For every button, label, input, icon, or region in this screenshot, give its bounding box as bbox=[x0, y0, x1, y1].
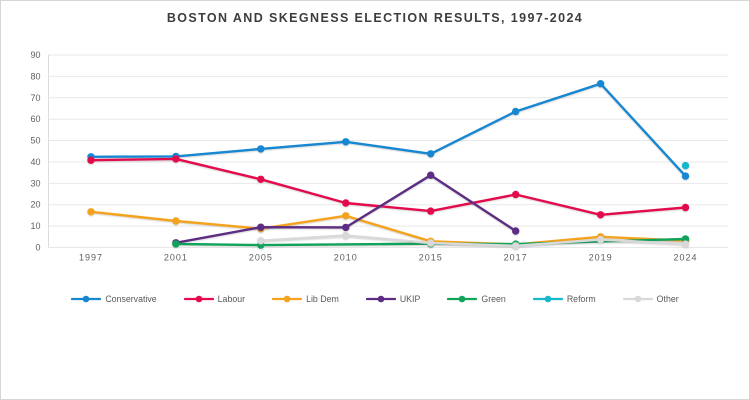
data-point bbox=[681, 235, 690, 243]
data-point bbox=[427, 239, 435, 247]
data-point bbox=[172, 155, 180, 163]
legend-marker-icon bbox=[71, 295, 102, 303]
legend-item-labour[interactable]: Labour bbox=[183, 294, 246, 304]
legend-item-lib-dem[interactable]: Lib Dem bbox=[272, 294, 339, 304]
legend-label: Reform bbox=[566, 294, 596, 304]
data-point bbox=[257, 175, 265, 183]
legend-marker-icon bbox=[183, 295, 214, 303]
legend-dot bbox=[544, 295, 552, 303]
data-point bbox=[257, 145, 265, 153]
legend-dot bbox=[195, 295, 202, 303]
y-axis-label: 40 bbox=[30, 157, 40, 167]
legend-label: Green bbox=[481, 294, 506, 304]
x-axis-label: 2001 bbox=[164, 253, 188, 263]
y-axis-label: 90 bbox=[30, 50, 40, 60]
data-point bbox=[257, 237, 265, 245]
data-point bbox=[257, 223, 265, 231]
data-point bbox=[87, 208, 95, 216]
data-point bbox=[172, 240, 180, 248]
series-reform bbox=[681, 161, 690, 170]
y-axis-label: 70 bbox=[30, 93, 40, 103]
data-point bbox=[596, 80, 605, 88]
chart-title: BOSTON AND SKEGNESS ELECTION RESULTS, 19… bbox=[166, 11, 584, 25]
series-line bbox=[89, 157, 687, 216]
data-point bbox=[427, 150, 435, 158]
legend-marker-icon bbox=[622, 295, 653, 303]
y-axis-label: 0 bbox=[35, 243, 40, 253]
data-point bbox=[172, 217, 180, 225]
y-axis-label: 50 bbox=[30, 136, 40, 146]
series-conservative bbox=[87, 80, 690, 180]
y-axis-label: 80 bbox=[30, 71, 40, 81]
series-line bbox=[89, 82, 687, 178]
series-other bbox=[257, 231, 690, 250]
series-line bbox=[89, 210, 687, 246]
legend-label: Conservative bbox=[105, 294, 157, 304]
data-point bbox=[427, 207, 435, 215]
x-axis-label: 2005 bbox=[249, 253, 273, 263]
legend-dot bbox=[634, 295, 641, 303]
legend-marker-icon bbox=[272, 295, 303, 303]
y-axis-label: 30 bbox=[30, 178, 40, 188]
data-point bbox=[342, 199, 350, 207]
legend-marker-icon bbox=[447, 295, 478, 303]
data-point bbox=[596, 211, 605, 219]
legend-label: UKIP bbox=[399, 294, 421, 304]
legend-item-other[interactable]: Other bbox=[622, 294, 679, 304]
legend-label: Lib Dem bbox=[306, 294, 339, 304]
data-point bbox=[427, 171, 435, 179]
x-axis-label: 2019 bbox=[589, 253, 613, 263]
legend-label: Other bbox=[656, 294, 679, 304]
legend-item-green[interactable]: Green bbox=[447, 294, 506, 304]
data-point bbox=[681, 240, 690, 248]
data-point bbox=[342, 212, 350, 220]
x-axis-label: 2015 bbox=[419, 253, 443, 263]
legend-dot bbox=[377, 295, 385, 303]
line-chart-plot-area: 0 10 20 30 40 50 60 70 80 90 1997 2001 2005 2010 2015 2… bbox=[30, 50, 728, 263]
data-point bbox=[342, 231, 350, 240]
data-point bbox=[342, 138, 350, 146]
data-point bbox=[596, 235, 605, 244]
legend-dot bbox=[283, 295, 291, 303]
chart-legend: Conservative Labour Lib Dem UKIP Green Reform… bbox=[1, 294, 749, 304]
y-axis-label: 10 bbox=[30, 221, 40, 231]
x-axis-label: 2010 bbox=[334, 253, 358, 263]
series-line bbox=[259, 234, 687, 247]
legend-item-ukip[interactable]: UKIP bbox=[365, 294, 421, 304]
data-point bbox=[512, 107, 520, 116]
y-axis-label: 20 bbox=[30, 200, 40, 210]
y-axis-label: 60 bbox=[30, 114, 40, 124]
x-axis-label: 1997 bbox=[79, 253, 103, 263]
x-axis-label: 2017 bbox=[504, 253, 528, 263]
legend-label: Labour bbox=[217, 294, 246, 304]
data-point bbox=[512, 190, 520, 199]
data-point bbox=[681, 161, 690, 170]
data-point bbox=[681, 172, 690, 180]
legend-item-reform[interactable]: Reform bbox=[532, 294, 596, 304]
data-point bbox=[512, 242, 520, 250]
legend-item-conservative[interactable]: Conservative bbox=[71, 294, 157, 304]
legend-marker-icon bbox=[365, 295, 396, 303]
x-axis-label: 2024 bbox=[674, 253, 698, 263]
data-point bbox=[512, 227, 520, 235]
data-point bbox=[681, 203, 690, 212]
data-point bbox=[342, 223, 350, 232]
series-labour bbox=[87, 155, 690, 219]
legend-dot bbox=[459, 295, 466, 303]
data-point bbox=[87, 156, 95, 164]
legend-dot bbox=[83, 295, 90, 303]
legend-marker-icon bbox=[532, 295, 563, 303]
